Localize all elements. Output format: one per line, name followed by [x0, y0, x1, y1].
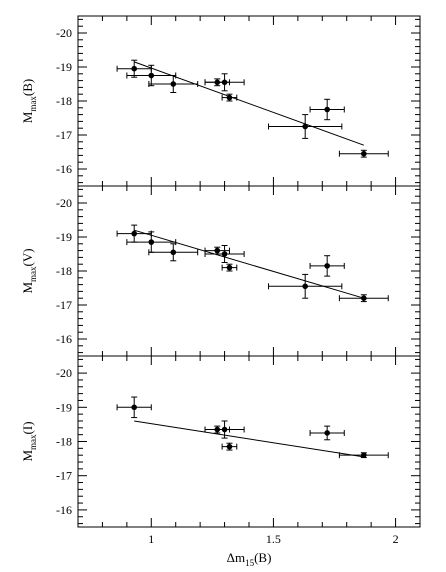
y-tick-label: -20: [56, 26, 72, 40]
fit-line: [134, 420, 364, 458]
plot-frame: [77, 185, 421, 357]
fit-line: [134, 229, 364, 299]
fit-line: [134, 61, 364, 146]
y-tick-label: -18: [56, 94, 72, 108]
data-point: [148, 239, 155, 245]
data-point: [221, 251, 228, 257]
data-point: [131, 404, 137, 411]
y-tick-label: -20: [56, 366, 72, 380]
x-tick-label: 1.5: [266, 532, 281, 546]
y-tick-label: -16: [56, 332, 72, 346]
data-point: [226, 264, 233, 271]
data-point: [226, 443, 233, 450]
panel-3: -20 -19 -18 -17 -16 Mmax(I): [20, 355, 421, 528]
x-axis-label: Δm15(B): [227, 550, 272, 568]
y-tick-label: -17: [56, 128, 72, 142]
y-tick-label: -18: [56, 264, 72, 278]
data-point: [226, 94, 233, 101]
y-tick-label: -18: [56, 435, 72, 449]
y-tick-label: -19: [56, 230, 72, 244]
data-point: [221, 426, 228, 433]
y-axis-label: Mmax(V): [20, 248, 38, 293]
x-tick-label: 2: [393, 532, 399, 546]
plot-frame: [77, 355, 421, 528]
data-point: [361, 295, 367, 302]
y-tick-label: -19: [56, 60, 72, 74]
y-tick-label: -20: [56, 196, 72, 210]
x-tick-label: 1: [148, 532, 154, 546]
data-point: [324, 263, 330, 269]
data-point: [302, 283, 308, 290]
data-point: [324, 430, 330, 436]
panel-2: -20 -19 -18 -17 -16 Mmax(V): [20, 185, 421, 357]
data-point: [148, 72, 155, 79]
data-point: [170, 249, 177, 256]
data-point: [221, 79, 228, 86]
y-tick-label: -17: [56, 298, 72, 312]
data-point: [131, 65, 137, 72]
y-tick-label: -19: [56, 400, 72, 414]
data-point: [214, 247, 221, 254]
y-axis-label: Mmax(B): [20, 79, 38, 123]
y-axis-label: Mmax(I): [20, 421, 38, 461]
panel-1: -20 -19 -18 -17 -16 Mmax(B): [20, 15, 421, 187]
data-point: [131, 230, 137, 237]
data-point: [302, 123, 308, 130]
data-point: [170, 81, 177, 87]
y-tick-label: -17: [56, 469, 72, 483]
data-point: [324, 106, 330, 113]
y-tick-label: -16: [56, 503, 72, 517]
x-axis: 1 1.5 2 Δm15(B): [148, 532, 398, 568]
y-tick-label: -16: [56, 162, 72, 176]
data-point: [361, 452, 367, 458]
plot-frame: [77, 15, 421, 187]
data-point: [361, 150, 367, 157]
panels: -20 -19 -18 -17 -16 Mmax(B) -20 -19 -18 -17 -16 Mma…: [20, 15, 421, 528]
